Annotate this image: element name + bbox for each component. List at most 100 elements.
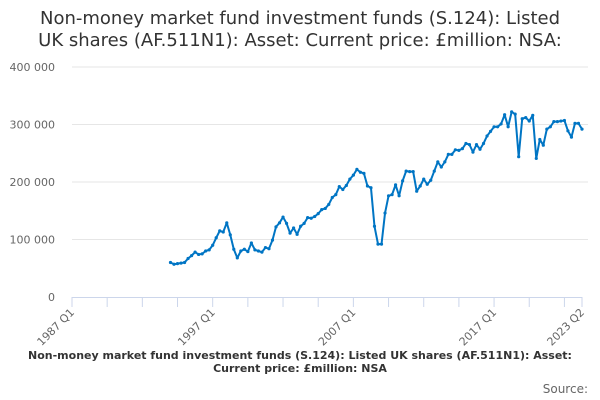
data-point [249,241,253,245]
data-point [330,195,334,200]
data-point [506,125,510,129]
data-point [499,122,503,126]
data-point [218,229,222,233]
data-point [569,135,574,139]
data-point [320,208,324,212]
data-point [242,247,246,251]
data-point [524,116,528,120]
data-point [186,256,190,261]
data-point [481,141,486,146]
data-point [415,189,419,193]
data-point [348,177,352,181]
data-point [309,216,313,220]
data-point [488,129,493,133]
data-point [365,184,370,188]
data-point [453,148,457,152]
data-point [260,250,264,254]
data-point [527,119,531,123]
data-point [566,129,570,133]
data-point [246,249,250,254]
source-label: Source: [542,382,588,396]
data-point [555,120,559,124]
data-point [429,178,433,182]
data-point [175,262,180,266]
data-point [436,160,440,164]
y-tick-label: 300 000 [10,119,56,132]
data-point [362,171,366,175]
y-tick-label: 0 [48,291,55,304]
x-tick-label: 1987 Q1 [35,306,78,349]
data-point [457,148,461,152]
data-point [270,238,275,242]
data-point [182,260,187,265]
data-point [327,202,331,207]
data-point [337,185,341,189]
data-point [299,224,303,228]
data-point [168,260,173,265]
data-point [351,173,355,177]
data-point [376,242,380,246]
data-point [372,224,377,228]
y-tick-label: 200 000 [10,176,56,189]
data-point [341,187,345,192]
data-point [418,184,422,188]
data-point [211,243,215,247]
data-point [281,215,285,219]
series-line [170,110,583,266]
data-point [239,249,243,253]
data-point [200,252,204,256]
data-point [302,221,306,225]
data-point [355,167,359,171]
data-point [471,150,475,154]
data-point [404,169,408,173]
data-point [334,193,338,197]
data-point [393,183,398,187]
data-point [228,233,232,237]
data-point [485,134,489,138]
data-point [432,169,436,173]
data-point [379,242,384,246]
data-point [295,232,299,236]
data-point [288,231,292,235]
data-point [401,179,405,183]
data-point [510,110,514,114]
chart-title-line-1: Non-money market fund investment funds (… [39,8,561,29]
x-tick-label: 2017 Q1 [457,306,500,349]
data-point [520,117,524,121]
data-point [538,137,542,142]
data-point [580,127,584,131]
data-point [573,121,577,125]
data-point [513,112,517,116]
data-point [225,221,229,225]
data-point [478,147,482,151]
data-point [323,206,327,211]
data-point [439,165,443,169]
data-point [214,236,218,240]
data-point [267,247,271,251]
data-point [179,261,183,265]
x-axis-title: Non-money market fund investment funds (… [28,349,572,375]
x-tick-label: 1997 Q1 [175,306,218,349]
data-point [576,121,581,125]
x-tick-label: 2023 Q2 [545,306,588,349]
data-point [548,125,552,129]
data-point [344,183,348,188]
data-point [386,194,391,198]
x-tick-label: 2007 Q1 [316,306,359,349]
chart-title: Non-money market fund investment funds (… [0,8,600,52]
data-point [443,160,447,164]
data-point [306,216,310,220]
data-point [562,118,567,123]
data-point [425,182,429,186]
data-point [204,249,208,253]
data-point [541,143,545,147]
data-point [193,250,197,254]
data-point [274,225,278,229]
data-point [284,221,289,225]
data-point [172,262,176,266]
data-point [531,113,535,117]
data-point [316,212,320,216]
data-point [559,119,563,123]
data-point [534,156,538,161]
data-point [358,170,363,174]
